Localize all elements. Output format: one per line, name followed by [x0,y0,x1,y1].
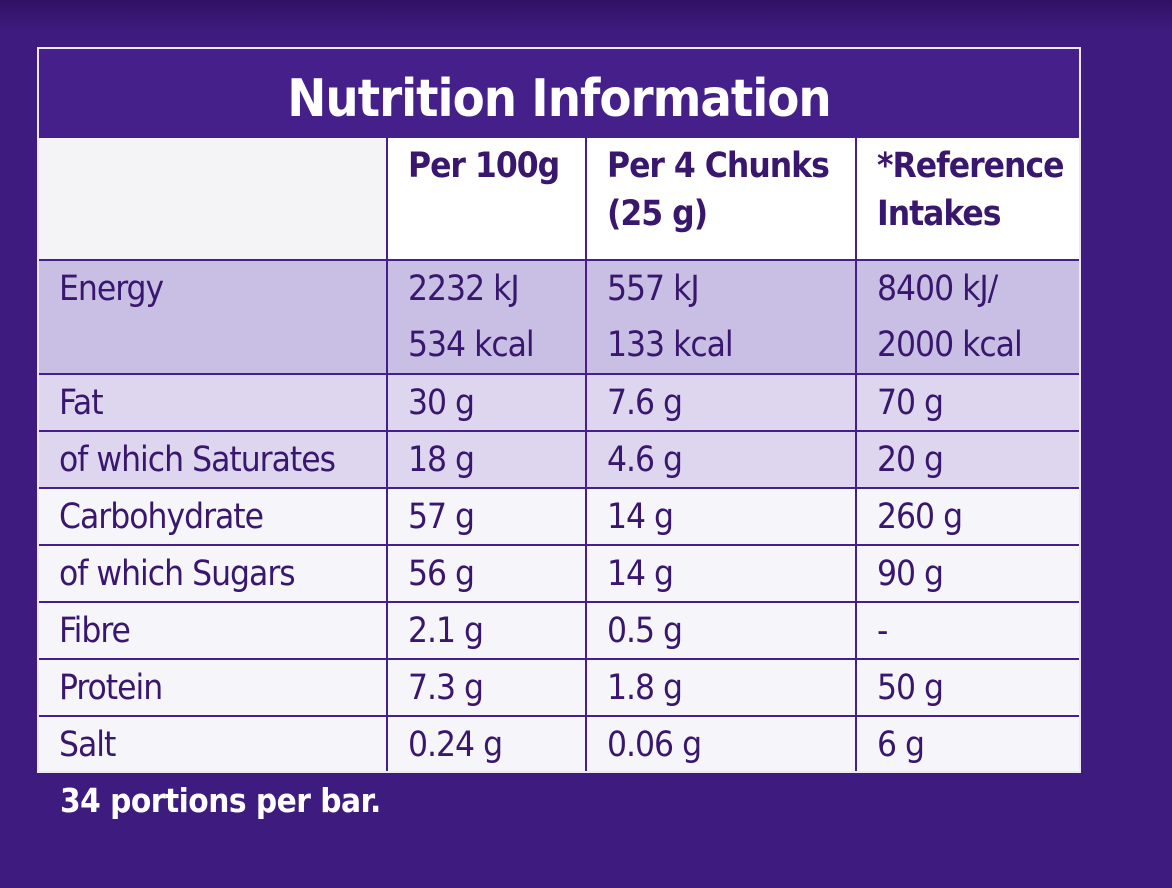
table-row: Protein 7.3 g 1.8 g 50 g [39,659,1079,717]
header-empty-cell [39,138,388,261]
row-per-100g: 2.1 g [387,602,587,660]
header-reference-intakes-line2: Intakes [877,194,1002,234]
energy-reference-intake-kj: 8400 kJ/ [877,269,998,309]
table-row: Salt 0.24 g 0.06 g 6 g [39,716,1079,771]
table-row: Fat 30 g 7.6 g 70 g [39,374,1079,432]
header-per-4-chunks-line1: Per 4 Chunks [607,146,830,186]
row-per-100g: 7.3 g [387,659,587,717]
energy-per-4-chunks-kcal: 133 kcal [607,325,734,365]
energy-label-text: Energy [59,269,164,309]
row-label: Protein [39,659,388,717]
header-reference-intakes-line1: *Reference [877,146,1064,186]
row-reference-intake: 260 g [856,488,1079,546]
energy-per-4-chunks: 557 kJ 133 kcal [586,260,857,375]
table-row: Fibre 2.1 g 0.5 g - [39,602,1079,660]
row-label: of which Saturates [39,431,388,489]
row-per-4-chunks: 0.06 g [586,716,857,771]
energy-per-100g-kcal: 534 kcal [408,325,535,365]
header-reference-intakes: *Reference Intakes [856,138,1079,261]
portions-footnote: 34 portions per bar. [60,781,381,820]
header-per-100g: Per 100g [387,138,587,261]
table-row: of which Sugars 56 g 14 g 90 g [39,545,1079,603]
row-per-100g: 18 g [387,431,587,489]
row-per-100g: 30 g [387,374,587,432]
energy-per-100g: 2232 kJ 534 kcal [387,260,587,375]
table-row: of which Saturates 18 g 4.6 g 20 g [39,431,1079,489]
row-per-4-chunks: 1.8 g [586,659,857,717]
energy-per-4-chunks-kj: 557 kJ [607,269,700,309]
row-label: of which Sugars [39,545,388,603]
nutrition-table: Per 100g Per 4 Chunks (25 g) *Reference … [39,138,1079,771]
row-reference-intake: 50 g [856,659,1079,717]
row-label: Salt [39,716,388,771]
row-per-4-chunks: 7.6 g [586,374,857,432]
nutrition-panel: Nutrition Information Per 100g Per 4 Chu… [37,47,1081,773]
nutrition-title: Nutrition Information [39,49,1079,138]
row-per-100g: 0.24 g [387,716,587,771]
energy-label: Energy [39,260,388,375]
row-per-100g: 56 g [387,545,587,603]
row-reference-intake: - [856,602,1079,660]
packaging-top-edge [0,0,1172,30]
row-label: Carbohydrate [39,488,388,546]
energy-reference-intake: 8400 kJ/ 2000 kcal [856,260,1079,375]
row-per-100g: 57 g [387,488,587,546]
row-per-4-chunks: 4.6 g [586,431,857,489]
table-row: Carbohydrate 57 g 14 g 260 g [39,488,1079,546]
row-reference-intake: 6 g [856,716,1079,771]
row-reference-intake: 70 g [856,374,1079,432]
row-per-4-chunks: 14 g [586,545,857,603]
table-header-row: Per 100g Per 4 Chunks (25 g) *Reference … [39,138,1079,261]
header-per-4-chunks-line2: (25 g) [607,194,708,234]
row-per-4-chunks: 14 g [586,488,857,546]
energy-reference-intake-kcal: 2000 kcal [877,325,1023,365]
row-label: Fibre [39,602,388,660]
row-label: Fat [39,374,388,432]
row-reference-intake: 90 g [856,545,1079,603]
header-per-4-chunks: Per 4 Chunks (25 g) [586,138,857,261]
row-per-4-chunks: 0.5 g [586,602,857,660]
energy-per-100g-kj: 2232 kJ [408,269,520,309]
header-per-100g-label: Per 100g [408,146,560,186]
table-row-energy: Energy 2232 kJ 534 kcal 557 kJ 133 kcal … [39,260,1079,375]
row-reference-intake: 20 g [856,431,1079,489]
